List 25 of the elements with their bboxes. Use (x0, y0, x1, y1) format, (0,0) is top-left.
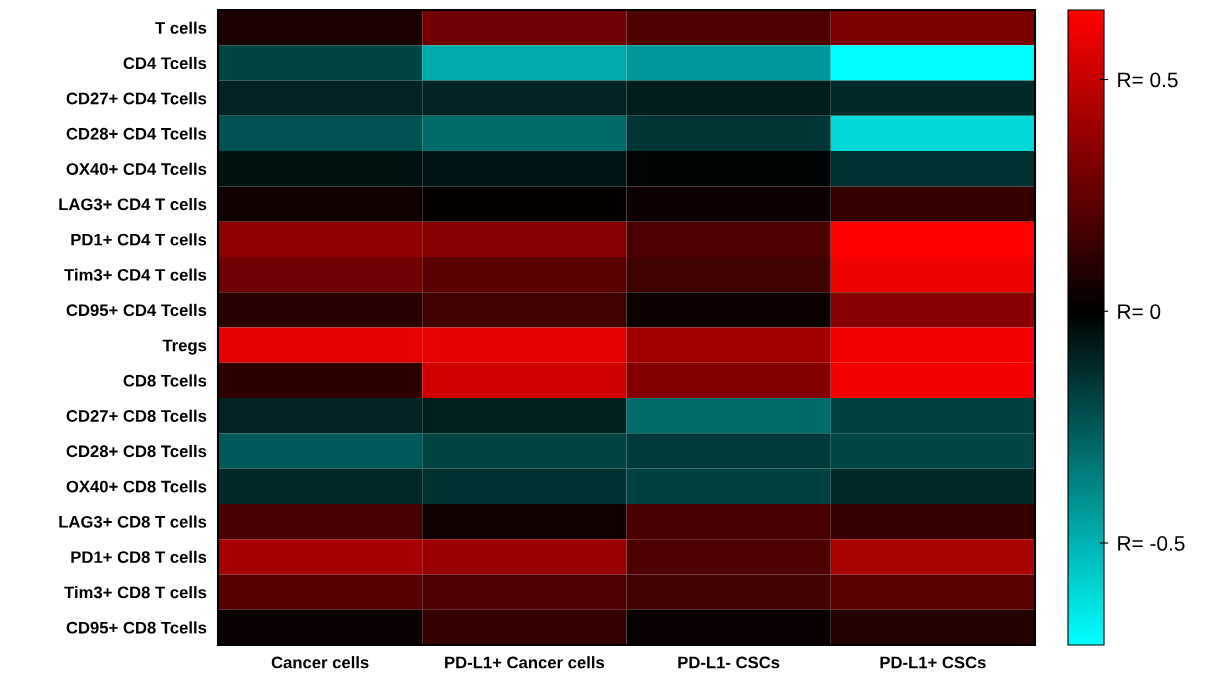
y-tick-label: LAG3+ CD8 T cells (59, 515, 207, 528)
y-tick-label: LAG3+ CD4 T cells (59, 197, 207, 211)
x-tick-label: PD-L1+ CSCs (880, 656, 986, 669)
y-tick-label: CD4 Tcells (123, 56, 207, 70)
color-bar-label: R= -0.5 (1118, 536, 1185, 551)
x-tick-label: Cancer cells (271, 656, 369, 669)
y-tick-label: CD28+ CD8 Tcells (66, 444, 207, 458)
color-bar-label: R= 0.5 (1118, 72, 1178, 88)
y-tick-label: Tregs (162, 339, 207, 355)
y-tick-label: CD28+ CD4 Tcells (66, 127, 207, 140)
y-tick-label: CD27+ CD4 Tcells (66, 92, 207, 105)
x-tick-label: PD-L1+ Cancer cells (445, 656, 605, 669)
y-tick-label: OX40+ CD4 Tcells (66, 162, 207, 175)
y-tick-label: CD8 Tcells (123, 374, 207, 387)
y-tick-label: T cells (155, 21, 207, 34)
y-tick-label: OX40+ CD8 Tcells (66, 480, 207, 493)
y-tick-label: Tim3+ CD8 T cells (64, 586, 207, 599)
y-tick-label: CD27+ CD8 Tcells (66, 409, 207, 422)
y-tick-label: CD95+ CD4 Tcells (66, 303, 207, 317)
y-tick-label: CD95+ CD8 Tcells (66, 621, 207, 634)
x-tick-label: PD-L1- CSCs (678, 656, 780, 669)
y-tick-label: PD1+ CD8 T cells (71, 550, 207, 564)
y-tick-label: Tim3+ CD4 T cells (64, 268, 207, 281)
y-tick-label: PD1+ CD4 T cells (71, 233, 207, 246)
color-bar-label: R= 0 (1118, 304, 1161, 320)
